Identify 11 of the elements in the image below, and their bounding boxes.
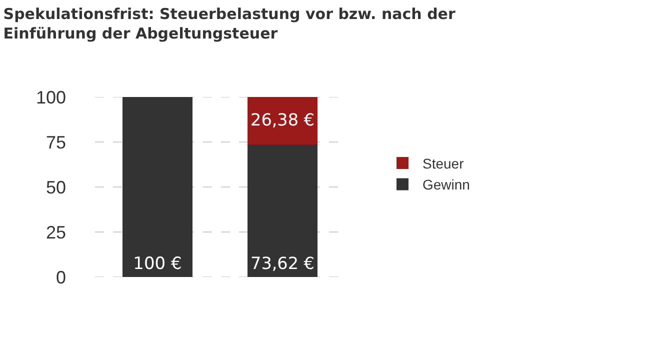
y-tick-label: 25 (46, 222, 66, 242)
data-label: 26,38 € (250, 110, 314, 130)
legend-label: Steuer (422, 155, 464, 172)
y-tick-label: 50 (46, 177, 66, 198)
chart-title: Spekulationsfrist: Steuerbelastung vor bzw. nach der Einführung der Abgeltungsteuer (3, 5, 456, 43)
y-tick-label: 75 (46, 132, 66, 152)
data-label: 100 € (133, 254, 182, 274)
y-tick-label: 100 (36, 87, 66, 108)
legend-label: Gewinn (422, 176, 470, 193)
data-label: 73,62 € (250, 253, 314, 274)
y-tick-label: 0 (56, 267, 66, 288)
